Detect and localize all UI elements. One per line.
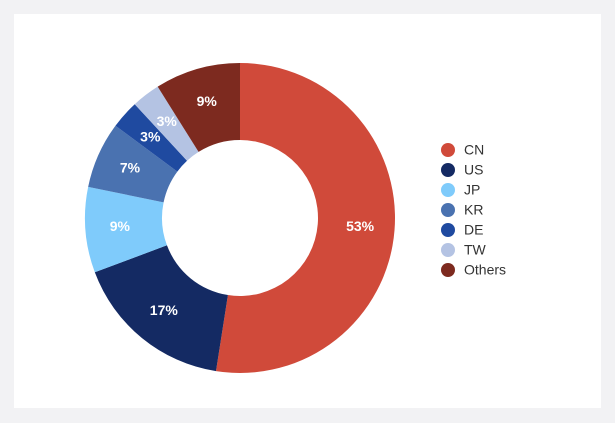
slice-label: 3% [157, 113, 178, 129]
legend-text: JP [464, 182, 480, 198]
legend-marker [441, 223, 455, 237]
legend-marker [441, 203, 455, 217]
slice [88, 125, 178, 203]
legend-text: TW [464, 242, 487, 258]
slice [94, 245, 228, 372]
legend-marker [441, 143, 455, 157]
slice-label: 9% [110, 218, 131, 234]
legend-text: DE [464, 222, 483, 238]
legend-marker [441, 243, 455, 257]
legend-marker [441, 263, 455, 277]
legend-text: US [464, 162, 483, 178]
slice-label: 53% [346, 218, 375, 234]
slice [85, 186, 167, 273]
slice [134, 86, 199, 161]
slice-label: 9% [197, 93, 218, 109]
slice [157, 63, 240, 152]
slice [115, 104, 188, 172]
slice [215, 63, 395, 373]
legend-marker [441, 163, 455, 177]
slice-label: 7% [120, 160, 141, 176]
legend-text: CN [464, 142, 484, 158]
legend-text: KR [464, 202, 483, 218]
slice-label: 17% [150, 302, 179, 318]
slice-label: 3% [140, 128, 161, 144]
legend-text: Others [464, 262, 506, 278]
legend-marker [441, 183, 455, 197]
